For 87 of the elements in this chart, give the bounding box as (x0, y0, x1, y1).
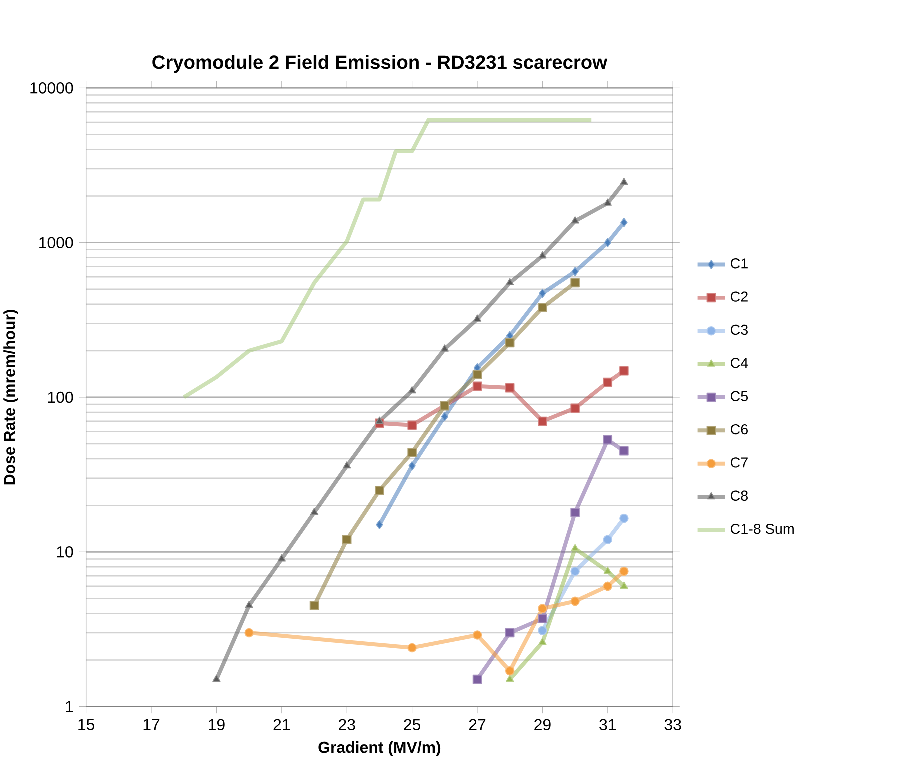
point (603, 436, 613, 445)
point (620, 582, 628, 590)
point (505, 666, 515, 676)
point (212, 674, 221, 682)
point (620, 446, 629, 456)
point (408, 386, 416, 394)
point (441, 412, 448, 422)
legend-label: C1-8 Sum (730, 524, 794, 534)
point (506, 278, 514, 286)
point (571, 216, 580, 224)
x-tick-label: 29 (534, 719, 551, 731)
point (570, 404, 580, 414)
x-tick-label: 15 (78, 719, 95, 730)
point (604, 566, 612, 574)
point (310, 508, 319, 516)
point (620, 514, 629, 524)
point (538, 252, 547, 259)
point (473, 314, 482, 322)
point (620, 178, 628, 186)
point (603, 378, 613, 388)
point (538, 604, 548, 614)
x-tick-label: 27 (469, 719, 486, 730)
point (440, 344, 449, 352)
y-axis-title: Dose Rate (mrem/hour) (4, 310, 18, 485)
point (538, 416, 548, 426)
x-tick-label: 23 (339, 719, 356, 731)
x-tick-label: 21 (274, 719, 290, 730)
point (408, 448, 417, 458)
point (440, 401, 450, 411)
point (538, 638, 547, 646)
legend-label: C5 (730, 391, 748, 402)
point (472, 630, 482, 640)
point (245, 601, 254, 608)
legend-label: C6 (730, 424, 748, 435)
point (604, 238, 612, 248)
point (472, 370, 482, 380)
point (472, 382, 482, 392)
point (408, 462, 416, 471)
point (505, 338, 515, 348)
point (571, 544, 580, 552)
x-tick-label: 25 (404, 719, 421, 731)
legend-label: C3 (730, 324, 748, 336)
chart-title: Cryomodule 2 Field Emission - RD3231 scarecrow (152, 55, 608, 74)
point (538, 303, 548, 312)
point (310, 601, 320, 610)
x-tick-label: 19 (209, 719, 225, 731)
point (408, 420, 417, 430)
x-tick-label: 17 (144, 719, 160, 730)
point (570, 566, 580, 576)
point (538, 626, 548, 636)
y-tick-label: 100 (48, 392, 74, 404)
point (376, 520, 384, 530)
point (570, 508, 580, 518)
point (342, 535, 352, 545)
point (620, 566, 629, 576)
point (505, 384, 515, 393)
point (603, 582, 613, 592)
point (570, 278, 580, 288)
x-tick-label: 33 (664, 719, 682, 731)
point (604, 198, 612, 206)
point (375, 486, 384, 496)
legend-label: C7 (730, 458, 748, 468)
point (505, 628, 515, 638)
point (603, 535, 613, 545)
legend-label: C2 (730, 292, 748, 302)
point (538, 614, 548, 624)
y-tick-label: 10 (57, 546, 74, 558)
y-tick-label: 1000 (40, 237, 74, 249)
point (408, 643, 417, 653)
point (472, 674, 482, 684)
x-tick-label: 31 (600, 719, 616, 731)
point (343, 462, 352, 469)
x-axis-title: Gradient (MV/m) (318, 742, 441, 756)
point (244, 628, 254, 638)
legend-label: C1 (730, 258, 748, 269)
point (506, 674, 514, 682)
point (572, 267, 579, 276)
point (278, 554, 286, 562)
point (570, 596, 580, 606)
y-tick-label: 10000 (30, 82, 74, 94)
point (376, 416, 384, 424)
legend-label: C8 (730, 490, 748, 502)
y-tick-label: 1 (66, 701, 74, 712)
legend-label: C4 (730, 358, 748, 368)
point (620, 366, 629, 376)
point (620, 218, 628, 228)
point (539, 288, 546, 298)
